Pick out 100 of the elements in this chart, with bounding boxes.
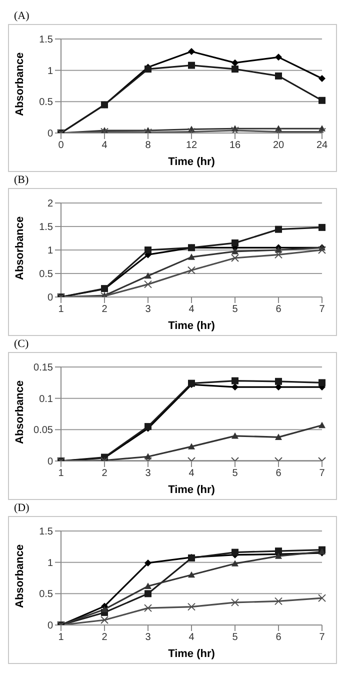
point xyxy=(100,616,108,624)
point xyxy=(318,224,326,231)
x-tick-label: 7 xyxy=(319,468,326,480)
point xyxy=(144,604,152,612)
chart-title: (C) xyxy=(13,337,30,352)
point xyxy=(144,272,152,279)
x-axis-title: Time (hr) xyxy=(168,648,216,660)
y-tick-label: 1 xyxy=(47,558,54,569)
x-tick-label: 4 xyxy=(188,632,195,644)
x-tick-label: 5 xyxy=(232,304,238,316)
y-tick-label: 1.5 xyxy=(39,34,54,46)
x-axis-title: Time (hr) xyxy=(168,484,216,496)
point xyxy=(232,59,238,66)
x-tick-label: 3 xyxy=(145,468,152,480)
point xyxy=(231,254,239,262)
x-tick-label: 4 xyxy=(102,140,108,152)
x-tick-label: 4 xyxy=(188,304,195,316)
chart-title: (A) xyxy=(13,9,30,24)
chart-title: (B) xyxy=(13,173,30,188)
x-tick-label: 20 xyxy=(272,140,284,152)
point xyxy=(188,571,195,578)
y-tick-label: 1.5 xyxy=(39,526,54,538)
y-tick-label: 0.15 xyxy=(34,362,54,374)
x-axis-title: Time (hr) xyxy=(168,156,216,168)
point xyxy=(232,66,238,73)
point xyxy=(231,598,239,606)
point xyxy=(275,434,282,440)
x-tick-label: 7 xyxy=(319,304,326,316)
y-tick-label: 0.5 xyxy=(39,269,54,280)
chart-title: (D) xyxy=(13,501,30,516)
point xyxy=(232,239,238,246)
y-tick-label: 2 xyxy=(47,198,54,210)
x-tick-label: 24 xyxy=(316,140,328,152)
point xyxy=(275,378,282,385)
point xyxy=(275,226,282,233)
x-tick-label: 6 xyxy=(276,632,282,644)
point xyxy=(274,250,282,259)
point xyxy=(318,594,326,602)
x-tick-label: 2 xyxy=(102,632,108,644)
point xyxy=(232,248,238,254)
point xyxy=(232,560,238,566)
point xyxy=(232,432,238,439)
y-tick-label: 0.05 xyxy=(34,425,54,436)
x-tick-label: 8 xyxy=(145,140,152,152)
y-tick-label: 0.5 xyxy=(39,589,54,600)
point xyxy=(232,377,238,384)
point xyxy=(188,266,196,274)
point xyxy=(144,246,152,254)
y-tick-label: 0 xyxy=(47,292,54,304)
x-tick-label: 5 xyxy=(232,632,238,644)
point xyxy=(188,48,195,56)
point xyxy=(318,422,326,428)
x-axis-title: Time (hr) xyxy=(168,320,216,332)
y-axis-title: Absorbance xyxy=(14,544,26,608)
x-tick-label: 4 xyxy=(188,468,195,480)
y-tick-label: 1.5 xyxy=(39,222,54,234)
x-tick-label: 6 xyxy=(276,304,282,316)
point xyxy=(275,384,282,391)
point xyxy=(318,74,326,82)
point xyxy=(144,280,152,288)
point xyxy=(188,443,195,450)
x-tick-label: 0 xyxy=(58,140,64,152)
point xyxy=(318,246,326,254)
y-axis-title: Absorbance xyxy=(14,380,26,444)
x-tick-label: 3 xyxy=(145,304,152,316)
point xyxy=(232,384,238,391)
y-tick-label: 1 xyxy=(47,66,54,77)
y-tick-label: 0.1 xyxy=(39,394,54,405)
point xyxy=(144,590,152,598)
x-tick-label: 1 xyxy=(58,632,64,644)
point xyxy=(188,602,196,611)
point xyxy=(318,379,326,386)
x-tick-label: 2 xyxy=(102,468,108,480)
point xyxy=(232,548,238,556)
point xyxy=(275,548,282,555)
x-tick-label: 7 xyxy=(319,632,326,644)
x-tick-label: 16 xyxy=(229,140,241,152)
x-tick-label: 1 xyxy=(58,468,64,480)
y-axis-title: Absorbance xyxy=(14,52,26,116)
x-tick-label: 1 xyxy=(58,304,64,316)
x-tick-label: 2 xyxy=(102,304,108,316)
point xyxy=(274,597,282,606)
point xyxy=(101,606,108,612)
point xyxy=(188,62,195,69)
y-tick-label: 1 xyxy=(47,246,54,257)
x-tick-label: 6 xyxy=(276,468,282,480)
point xyxy=(144,582,152,589)
point xyxy=(275,72,282,80)
point xyxy=(318,96,326,104)
y-axis-title: Absorbance xyxy=(14,216,26,280)
point xyxy=(275,54,282,61)
y-tick-label: 0 xyxy=(47,456,54,468)
x-tick-label: 3 xyxy=(145,632,152,644)
y-tick-label: 0 xyxy=(47,620,54,632)
point xyxy=(188,254,195,260)
y-tick-label: 0.5 xyxy=(39,97,54,108)
point xyxy=(144,559,152,566)
x-tick-label: 5 xyxy=(232,468,238,480)
y-tick-label: 0 xyxy=(47,128,54,140)
x-tick-label: 12 xyxy=(186,140,198,152)
